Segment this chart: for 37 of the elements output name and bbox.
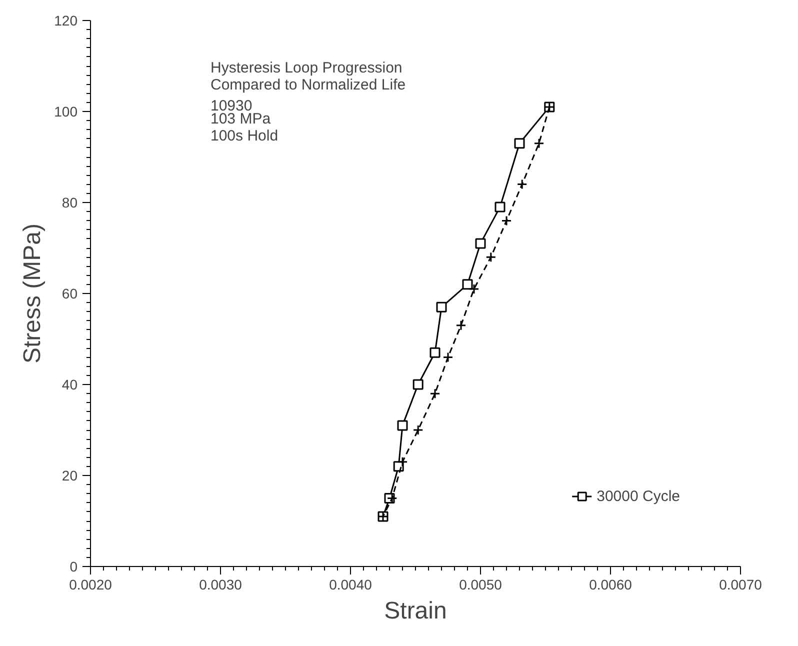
y-tick-label: 0	[70, 558, 78, 574]
point	[430, 347, 440, 358]
y-tick-label: 80	[62, 194, 78, 210]
point	[468, 284, 480, 294]
legend-label: 30000 Cycle	[596, 488, 680, 504]
point	[514, 138, 525, 149]
point	[412, 424, 424, 436]
x-tick-label: 0.0060	[589, 576, 632, 592]
point	[486, 252, 496, 262]
point	[516, 179, 528, 190]
x-tick-label: 0.0030	[199, 576, 242, 592]
point	[456, 320, 466, 331]
y-axis-title: Stress (MPa)	[19, 223, 46, 364]
point	[412, 379, 424, 390]
point	[397, 456, 408, 468]
point	[397, 420, 408, 431]
annotation: 100s Hold	[210, 128, 278, 144]
point	[430, 388, 440, 399]
x-tick-label: 0.0040	[329, 576, 372, 592]
point	[475, 238, 486, 249]
point	[534, 138, 544, 149]
y-tick-label: 60	[62, 286, 78, 302]
point	[442, 352, 454, 362]
point	[436, 302, 447, 312]
y-tick-label: 40	[62, 376, 78, 392]
point	[501, 215, 512, 226]
x-tick-label: 0.0070	[719, 576, 762, 592]
point	[386, 493, 398, 504]
point	[462, 279, 473, 290]
text: Hysteresis Loop Progression Compared to Normalized Life	[210, 60, 406, 94]
x-axis-title: Strain	[384, 598, 447, 624]
y-tick-label: 120	[54, 12, 78, 28]
x-tick-label: 0.0020	[69, 576, 112, 592]
point	[494, 202, 506, 212]
y-tick-label: 100	[54, 104, 78, 120]
y-tick-label: 20	[62, 468, 78, 484]
x-tick-label: 0.0050	[459, 576, 502, 592]
